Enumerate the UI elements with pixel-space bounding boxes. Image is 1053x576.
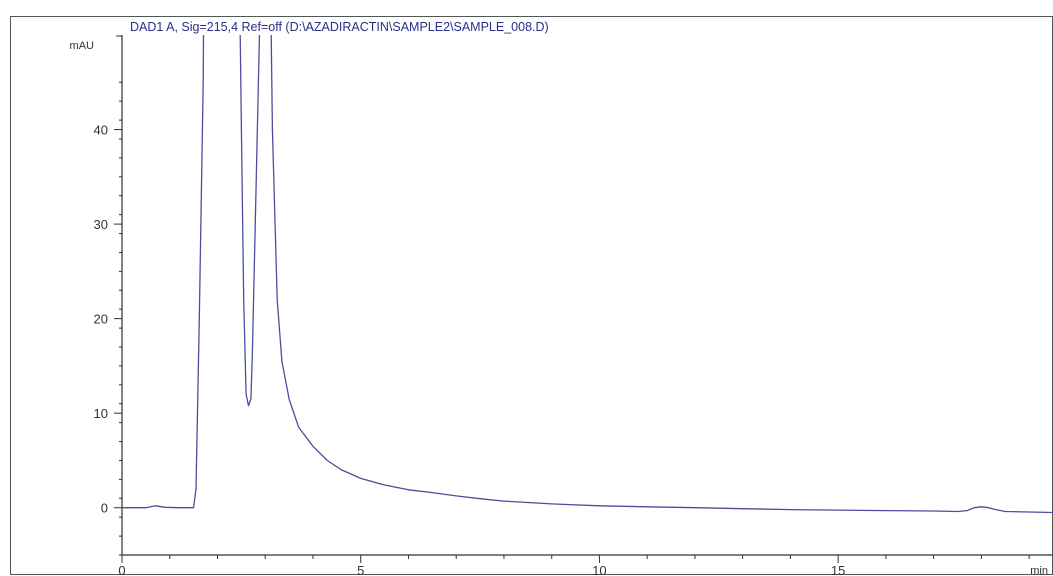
y-tick-label: 10 xyxy=(94,406,108,421)
x-axis-unit-label: min xyxy=(1030,565,1048,576)
x-tick-label: 15 xyxy=(831,563,845,576)
signal-trace xyxy=(122,35,1053,514)
y-tick-label: 0 xyxy=(101,501,108,516)
y-tick-label: 20 xyxy=(94,312,108,327)
y-axis-unit-label: mAU xyxy=(70,40,95,52)
chart-title: DAD1 A, Sig=215,4 Ref=off (D:\AZADIRACTI… xyxy=(130,20,549,34)
y-tick-label: 30 xyxy=(94,217,108,232)
x-tick-label: 5 xyxy=(357,563,364,576)
chart-frame xyxy=(10,16,1053,575)
y-tick-label: 40 xyxy=(94,123,108,138)
x-tick-label: 0 xyxy=(118,563,125,576)
plot-area: 0 10 20 30 40 0 5 10 15 xyxy=(94,35,1053,576)
x-tick-label: 10 xyxy=(592,563,606,576)
